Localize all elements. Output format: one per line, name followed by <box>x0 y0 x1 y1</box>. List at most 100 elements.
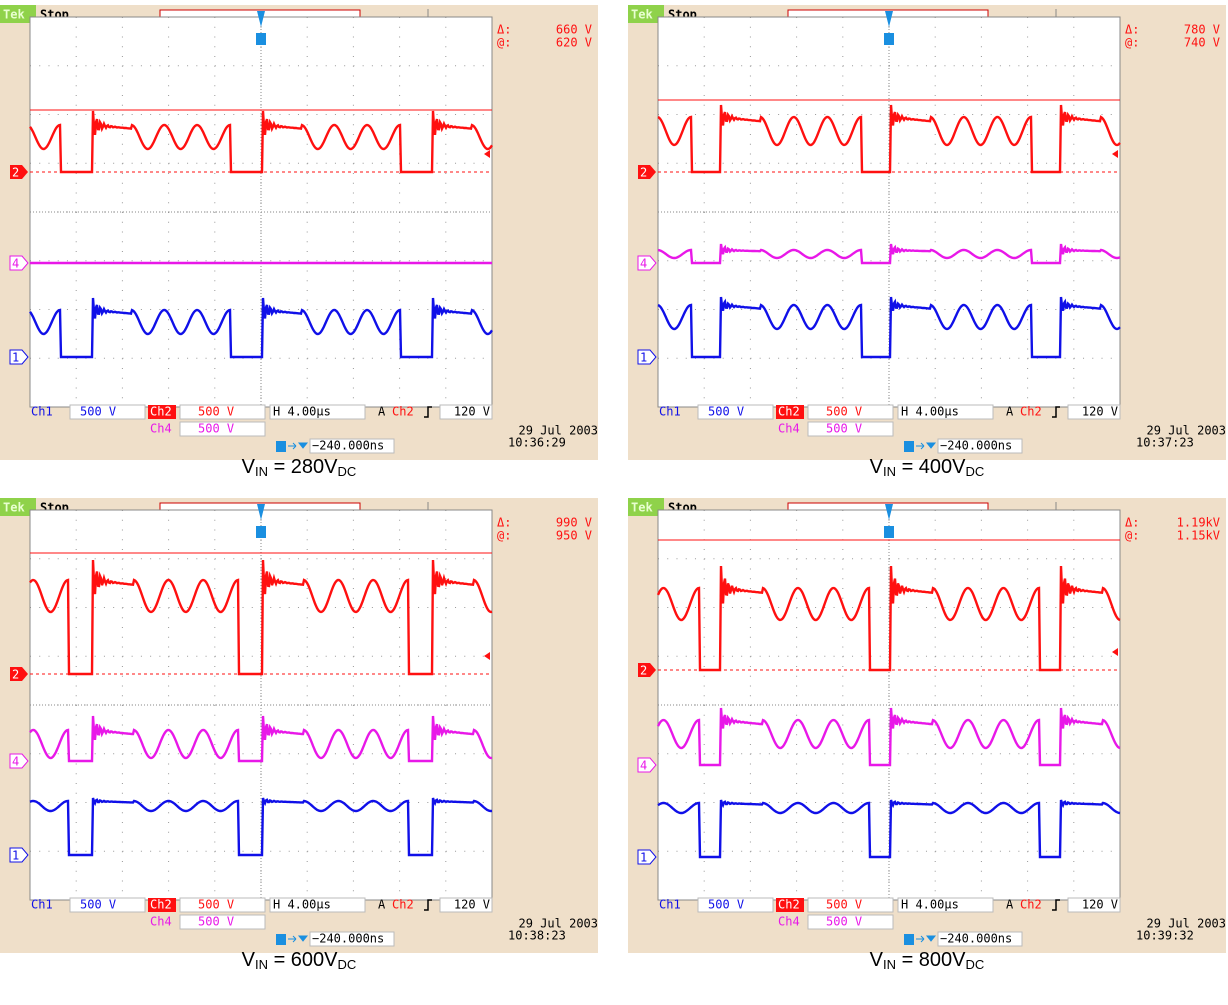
at-value: 620 V <box>556 36 592 50</box>
ch4-label: Ch4 <box>150 422 172 436</box>
ch1-scale: 500 V <box>708 898 744 912</box>
caption-value: = 400V <box>896 456 966 478</box>
ch4-label: Ch4 <box>778 422 800 436</box>
capture-time: 10:38:23 <box>508 929 566 943</box>
caption-symbol: V <box>870 949 884 971</box>
trigger-source: Ch2 <box>1020 405 1042 419</box>
channel-marker: 1 <box>12 351 19 365</box>
caption-subscript: IN <box>883 957 896 972</box>
caption-subscript: DC <box>966 957 985 972</box>
horizontal-scale: H 4.00µs <box>901 898 959 912</box>
caption-symbol: V <box>870 456 884 478</box>
at-label: @: <box>497 529 511 543</box>
ch4-scale: 500 V <box>198 422 234 436</box>
delta-value: 660 V <box>556 23 592 37</box>
tek-logo: Tek <box>631 8 653 22</box>
ch4-label: Ch4 <box>150 915 172 929</box>
tek-logo: Tek <box>631 501 653 515</box>
channel-marker: 2 <box>640 166 647 180</box>
caption-value: = 280V <box>268 456 338 478</box>
caption-subscript: DC <box>966 464 985 479</box>
caption-symbol: V <box>242 456 256 478</box>
ch2-label: Ch2 <box>150 405 172 419</box>
delta-label: Δ: <box>1125 516 1139 530</box>
at-value: 1.15kV <box>1177 529 1220 543</box>
horizontal-scale: H 4.00µs <box>901 405 959 419</box>
channel-marker: 1 <box>640 851 647 865</box>
ch2-scale: 500 V <box>826 405 862 419</box>
caption-subscript: IN <box>883 464 896 479</box>
channel-marker: 4 <box>640 257 647 271</box>
position-icon <box>904 441 914 452</box>
caption-subscript: IN <box>255 464 268 479</box>
trigger-level: 120 V <box>1082 898 1118 912</box>
horizontal-position: −240.000ns <box>940 932 1012 946</box>
horizontal-scale: H 4.00µs <box>273 898 331 912</box>
trigger-marker <box>884 33 894 45</box>
ch2-label: Ch2 <box>778 898 800 912</box>
horizontal-scale: H 4.00µs <box>273 405 331 419</box>
delta-value: 780 V <box>1184 23 1220 37</box>
ch1-scale: 500 V <box>80 405 116 419</box>
ch4-label: Ch4 <box>778 915 800 929</box>
horizontal-position: −240.000ns <box>312 439 384 453</box>
caption-symbol: V <box>242 949 256 971</box>
caption-subscript: IN <box>255 957 268 972</box>
at-label: @: <box>1125 529 1139 543</box>
channel-marker: 1 <box>12 849 19 863</box>
caption-subscript: DC <box>338 957 357 972</box>
ch4-scale: 500 V <box>826 422 862 436</box>
caption-value: = 800V <box>896 949 966 971</box>
ch1-scale: 500 V <box>80 898 116 912</box>
channel-marker: 2 <box>640 664 647 678</box>
caption-value: = 600V <box>268 949 338 971</box>
delta-label: Δ: <box>497 516 511 530</box>
trigger-label: A <box>378 405 386 419</box>
delta-label: Δ: <box>1125 23 1139 37</box>
ch1-label: Ch1 <box>659 898 681 912</box>
ch2-scale: 500 V <box>826 898 862 912</box>
channel-marker: 1 <box>640 351 647 365</box>
tek-logo: Tek <box>3 501 25 515</box>
delta-label: Δ: <box>497 23 511 37</box>
ch1-scale: 500 V <box>708 405 744 419</box>
trigger-source: Ch2 <box>392 405 414 419</box>
channel-marker: 4 <box>640 759 647 773</box>
position-icon <box>276 934 286 945</box>
figure: TekStop241Δ:660 V@:620 VCh1500 VCh2500 V… <box>0 0 1228 1005</box>
ch2-scale: 500 V <box>198 405 234 419</box>
ch4-scale: 500 V <box>198 915 234 929</box>
channel-marker: 4 <box>12 755 19 769</box>
at-value: 950 V <box>556 529 592 543</box>
trigger-label: A <box>1006 898 1014 912</box>
at-value: 740 V <box>1184 36 1220 50</box>
position-icon <box>904 934 914 945</box>
tek-logo: Tek <box>3 8 25 22</box>
ch1-label: Ch1 <box>31 898 53 912</box>
trigger-marker <box>256 33 266 45</box>
capture-time: 10:39:32 <box>1136 929 1194 943</box>
trigger-source: Ch2 <box>392 898 414 912</box>
trigger-level: 120 V <box>454 405 490 419</box>
caption-subscript: DC <box>338 464 357 479</box>
horizontal-position: −240.000ns <box>940 439 1012 453</box>
ch1-label: Ch1 <box>31 405 53 419</box>
capture-time: 10:36:29 <box>508 436 566 450</box>
ch1-label: Ch1 <box>659 405 681 419</box>
channel-marker: 4 <box>12 257 19 271</box>
ch2-scale: 500 V <box>198 898 234 912</box>
at-label: @: <box>1125 36 1139 50</box>
trigger-marker <box>256 526 266 538</box>
position-icon <box>276 441 286 452</box>
ch2-label: Ch2 <box>778 405 800 419</box>
ch2-label: Ch2 <box>150 898 172 912</box>
delta-value: 1.19kV <box>1177 516 1220 530</box>
horizontal-position: −240.000ns <box>312 932 384 946</box>
capture-time: 10:37:23 <box>1136 436 1194 450</box>
trigger-level: 120 V <box>1082 405 1118 419</box>
trigger-source: Ch2 <box>1020 898 1042 912</box>
